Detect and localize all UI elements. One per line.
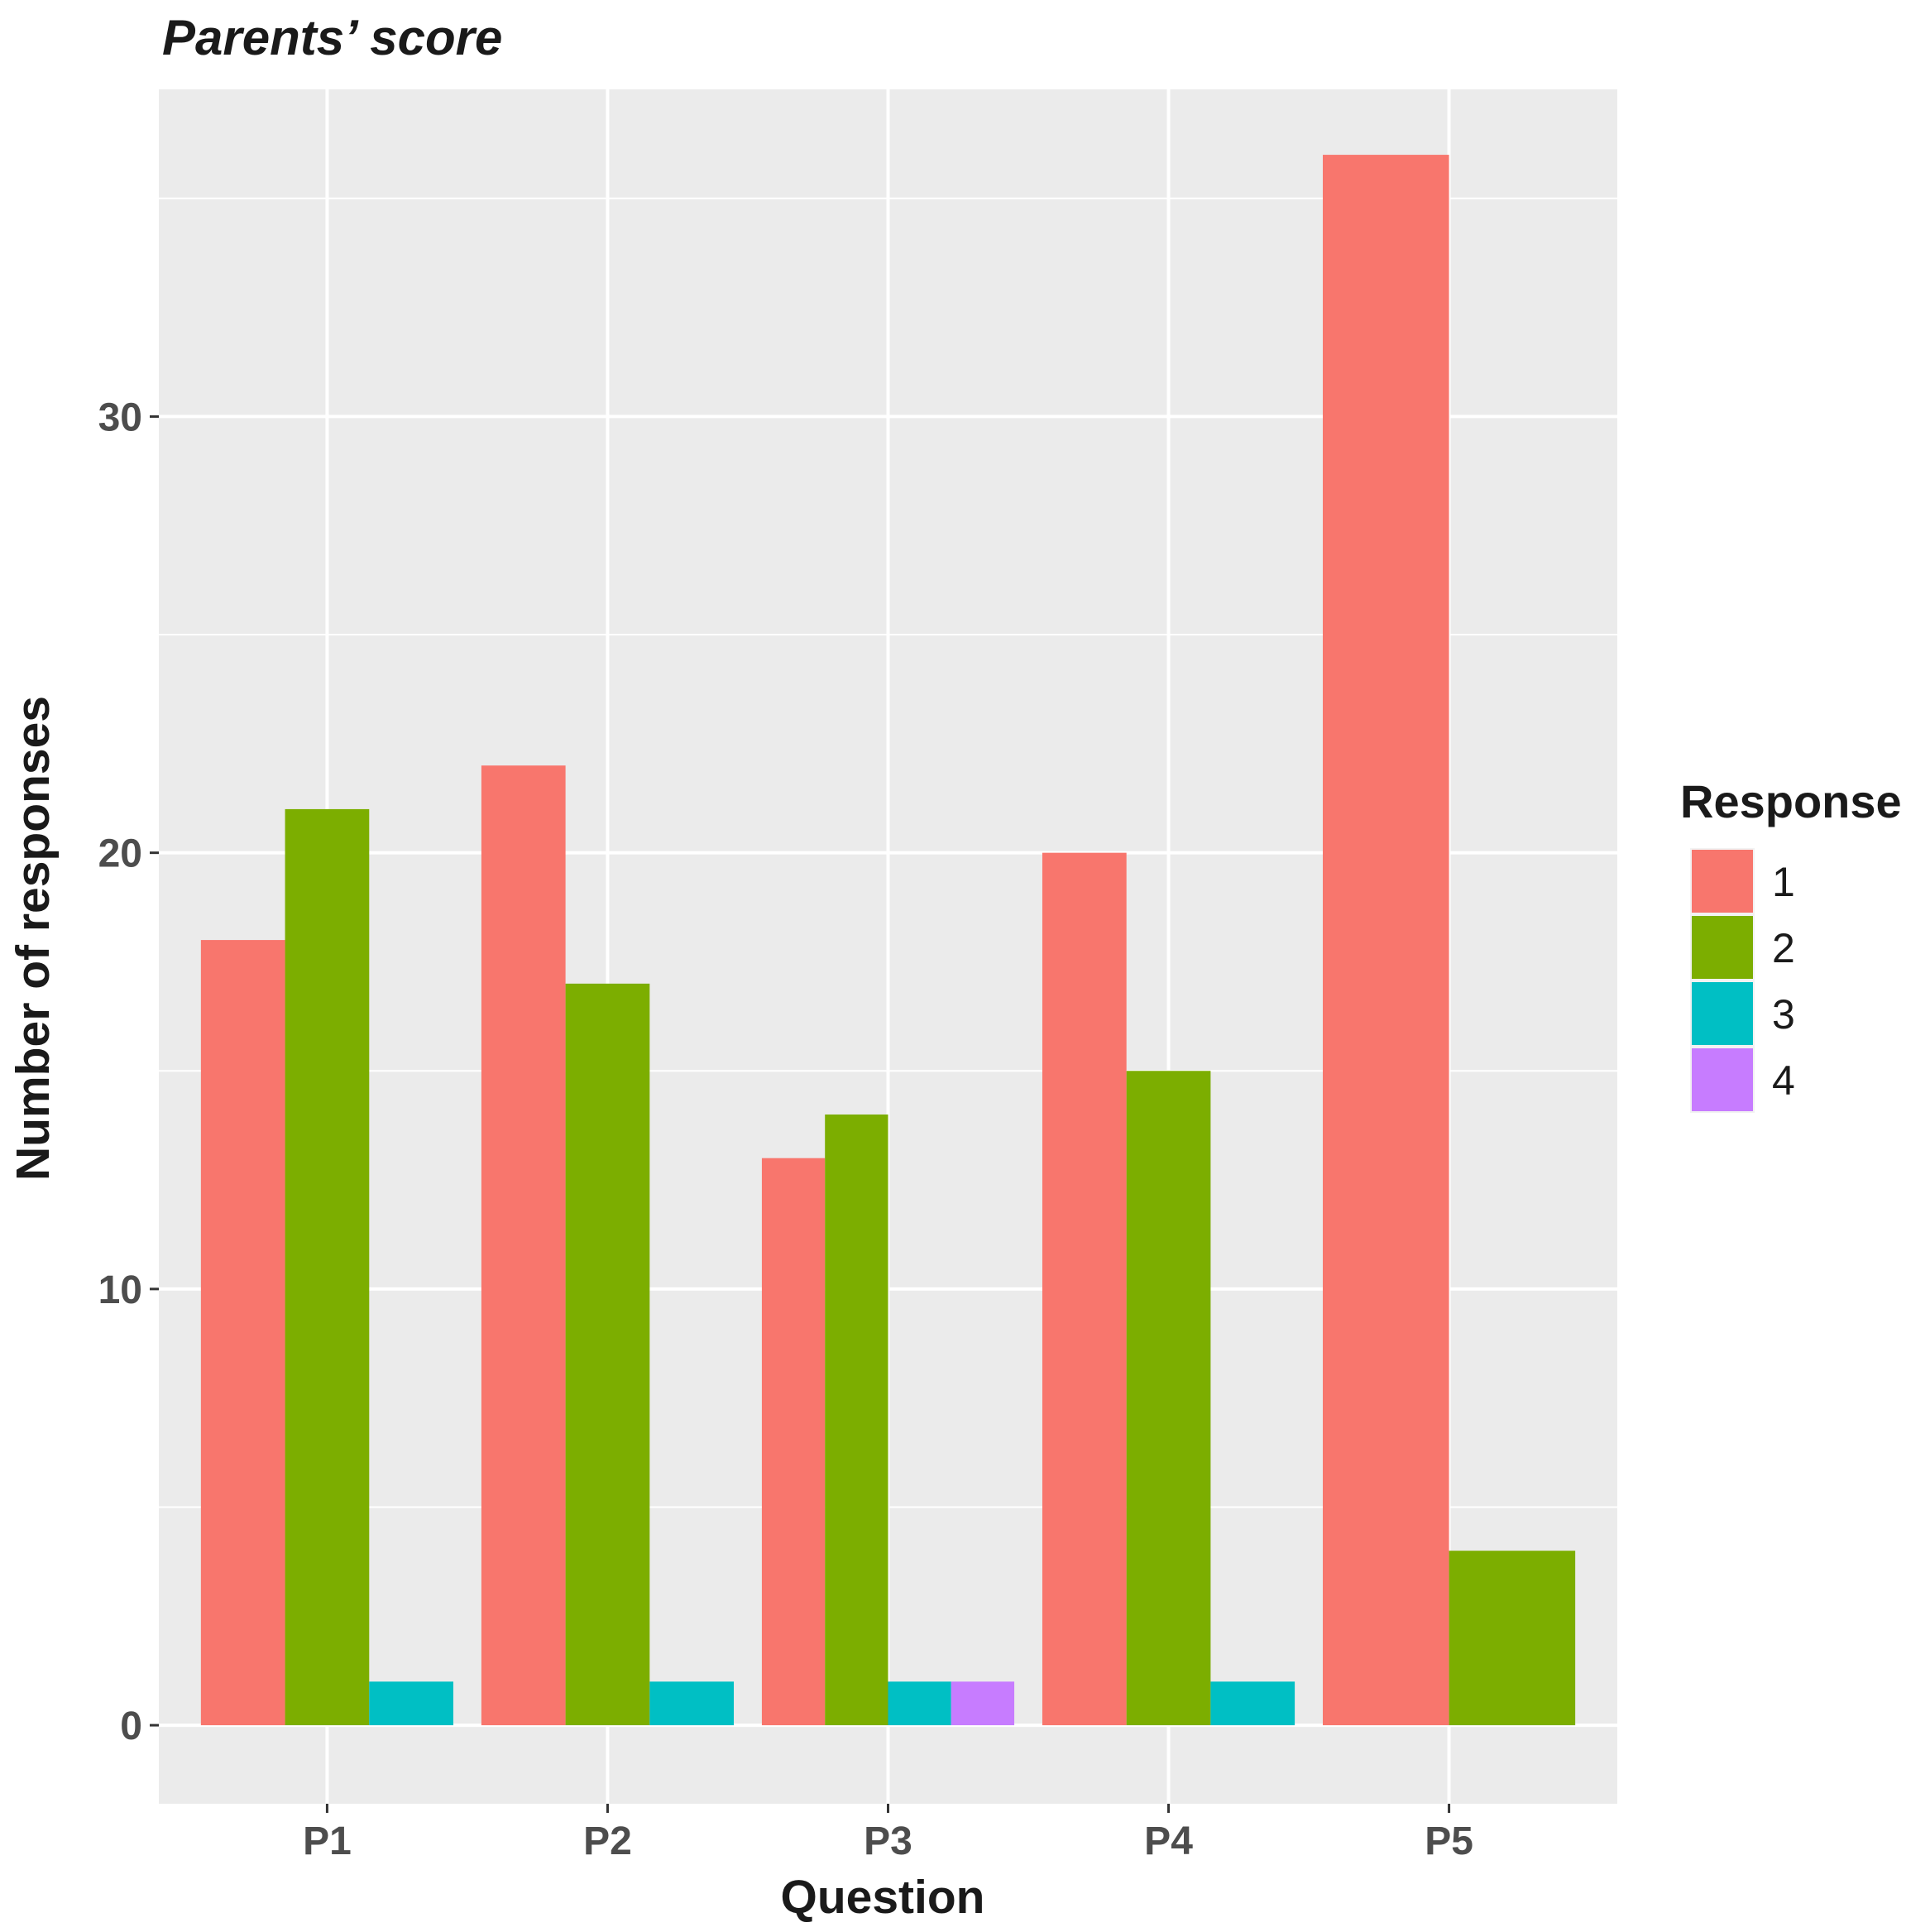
x-tick-label: P2 (583, 1819, 632, 1863)
bar-P5-response-1 (1323, 155, 1449, 1726)
x-tick-label: P4 (1144, 1819, 1193, 1863)
y-tick-label: 30 (98, 396, 142, 439)
bar-P5-response-2 (1449, 1551, 1576, 1726)
y-axis-title: Number of responses (7, 696, 60, 1181)
legend-items: 1 2 3 4 (1690, 848, 1795, 1113)
x-tick-label: P5 (1425, 1819, 1473, 1863)
legend-label: 3 (1772, 991, 1795, 1038)
bar-P1-response-2 (285, 808, 370, 1726)
bar-P2-response-3 (649, 1681, 735, 1726)
bars (200, 155, 1576, 1726)
legend-key-swatch (1692, 850, 1753, 913)
bar-P3-response-2 (825, 1114, 888, 1726)
bar-P2-response-1 (481, 765, 566, 1726)
bar-P4-response-3 (1210, 1681, 1295, 1726)
bar-P4-response-1 (1042, 852, 1127, 1726)
bar-P3-response-4 (951, 1681, 1015, 1726)
x-axis: P1 P2 P3 P4 P5 (303, 1804, 1473, 1863)
legend-key-swatch (1692, 916, 1753, 979)
bar-P3-response-3 (888, 1681, 951, 1726)
legend-label: 1 (1772, 859, 1795, 905)
bar-P3-response-1 (761, 1158, 826, 1726)
chart-title: Parents’ score (162, 10, 502, 65)
bar-P1-response-3 (369, 1681, 453, 1726)
legend-key-swatch (1692, 982, 1753, 1045)
bar-P2-response-2 (565, 983, 650, 1726)
x-axis-title: Question (780, 1871, 984, 1924)
x-tick-label: P3 (864, 1819, 912, 1863)
y-tick-label: 10 (98, 1268, 142, 1312)
legend-key-swatch (1692, 1048, 1753, 1111)
y-tick-label: 0 (120, 1704, 142, 1748)
y-tick-label: 20 (98, 832, 142, 876)
bar-P1-response-1 (200, 940, 285, 1726)
legend-title: Response (1680, 775, 1902, 827)
y-axis: 0 10 20 30 (98, 396, 159, 1748)
legend: Response 1 2 3 4 (1680, 775, 1902, 1113)
legend-label: 2 (1772, 925, 1795, 971)
x-tick-label: P1 (303, 1819, 352, 1863)
legend-label: 4 (1772, 1057, 1795, 1104)
bar-P4-response-2 (1126, 1071, 1211, 1726)
